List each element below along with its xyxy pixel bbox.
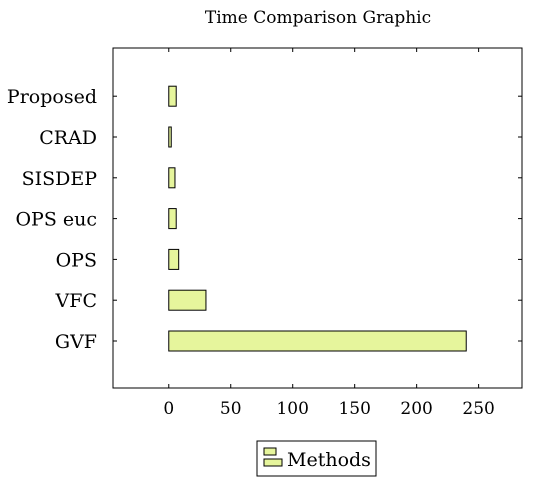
- bars-layer: [168, 85, 467, 352]
- legend-label: Methods: [287, 449, 371, 471]
- y-tick-label: CRAD: [39, 127, 97, 149]
- plot-area: [112, 47, 523, 389]
- x-tick-label: 50: [220, 399, 242, 419]
- y-tick-label: SISDEP: [22, 168, 98, 190]
- x-tick-label: 200: [400, 399, 432, 419]
- y-tick-label: OPS: [56, 249, 97, 271]
- bar-gvf: [168, 330, 467, 352]
- axis-layer: GVF VFC OPS OPS euc SISDEP CRAD Proposed 0 50 100…: [7, 48, 522, 419]
- y-tick-label: OPS euc: [15, 209, 97, 231]
- x-tick-label: 150: [338, 399, 370, 419]
- bar-proposed: [168, 85, 177, 107]
- y-tick-label: GVF: [55, 331, 97, 353]
- legend: Methods: [256, 440, 377, 477]
- bar-sisdep: [168, 167, 176, 189]
- bar-crad: [168, 126, 172, 148]
- bar-ops-euc: [168, 208, 177, 230]
- x-tick-label: 0: [163, 399, 174, 419]
- x-tick-label: 100: [276, 399, 308, 419]
- chart-title: Time Comparison Graphic: [205, 8, 431, 28]
- y-tick-label: VFC: [55, 290, 97, 312]
- bar-vfc: [168, 289, 207, 311]
- x-tick-label: 250: [462, 399, 494, 419]
- legend-swatch: [263, 458, 283, 467]
- legend-box: [256, 440, 377, 477]
- y-tick-label: Proposed: [7, 86, 97, 108]
- legend-swatch: [263, 447, 277, 456]
- bar-ops: [168, 248, 180, 270]
